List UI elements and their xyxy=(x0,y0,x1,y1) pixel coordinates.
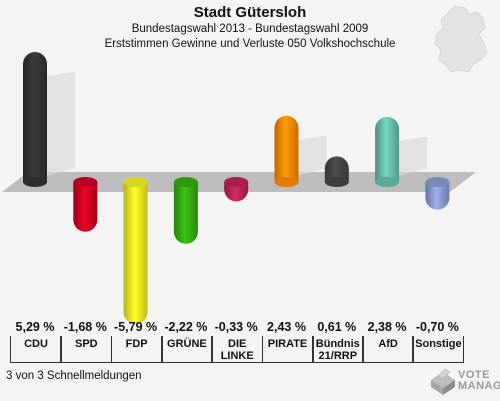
value-label: -1,68 % xyxy=(63,320,107,334)
bar-base xyxy=(23,177,47,187)
bar-base xyxy=(375,177,400,187)
bar-cap xyxy=(23,52,47,76)
bar-fdp xyxy=(123,177,148,324)
category-label: PIRATE xyxy=(261,336,314,363)
category-label-line-1: SPD xyxy=(74,338,98,350)
category-label: FDP xyxy=(110,336,163,363)
bar-body xyxy=(123,182,148,312)
bar-cap xyxy=(274,115,299,140)
value-label: 0,61 % xyxy=(317,320,357,334)
category-label: DIE LINKE xyxy=(211,336,264,363)
category-label-line-1: CDU xyxy=(24,338,48,350)
bar-shadow xyxy=(298,135,327,176)
bar-shadow xyxy=(47,71,75,176)
bar-base xyxy=(274,177,299,187)
value-labels: 5,29 % -1,68 % -5,79 % -2,22 % -0,33 % 2,43 %… xyxy=(0,320,500,340)
bar-base xyxy=(123,177,148,187)
category-label: CDU xyxy=(10,336,62,363)
bar-cap xyxy=(425,185,450,210)
category-label: Sonstige xyxy=(412,336,465,363)
bar-die-linke xyxy=(224,177,249,202)
chart-subtitle-2: Erststimmen Gewinne und Verluste 050 Vol… xyxy=(104,38,396,50)
chart-subtitle: Bundestagswahl 2013 - Bundestagswahl 200… xyxy=(131,23,369,35)
bar-gr-ne xyxy=(173,177,198,244)
category-label-line-1: Sonstige xyxy=(415,338,462,350)
bar-shadow xyxy=(399,136,428,176)
logo-line-1: VOTE xyxy=(458,369,490,381)
footer-text: 3 von 3 Schnellmeldungen xyxy=(6,370,142,382)
bar-sonstige xyxy=(425,177,450,210)
value-label: -2,22 % xyxy=(164,320,208,334)
bar-cap xyxy=(123,300,148,324)
value-label: 2,43 % xyxy=(267,320,306,334)
logo-text: VOTE MANAGER xyxy=(458,370,500,392)
category-label-line-1: AfD xyxy=(378,338,398,350)
value-label: -5,79 % xyxy=(114,320,158,334)
bar-base xyxy=(224,177,249,187)
category-label-line-1: DIE xyxy=(228,338,247,350)
bar-base xyxy=(173,177,198,187)
bar-spd xyxy=(73,177,98,232)
bar-base xyxy=(73,177,98,187)
chart-titles: Stadt Gütersloh Bundestagswahl 2013 - Bu… xyxy=(0,4,500,52)
bar-afd xyxy=(375,116,428,187)
bar-cap xyxy=(324,156,349,181)
bar-cap xyxy=(173,219,198,244)
bar-body xyxy=(23,64,47,182)
category-label-line-1: Bündnis xyxy=(315,338,360,350)
bar-base xyxy=(324,177,349,187)
category-label: SPD xyxy=(60,336,113,363)
category-label-line-1: GRÜNE xyxy=(167,338,207,350)
bar-cdu xyxy=(23,52,75,187)
category-label: GRÜNE xyxy=(160,336,213,363)
value-label: 2,38 % xyxy=(367,320,407,334)
logo-line-2: MANAGER xyxy=(458,380,500,392)
value-label: 5,29 % xyxy=(15,320,55,334)
value-label: -0,33 % xyxy=(214,320,258,334)
germany-map-icon xyxy=(434,5,488,73)
bar-b-ndnis-21-rrp xyxy=(324,156,349,187)
value-label: -0,70 % xyxy=(415,320,459,334)
bar-base xyxy=(425,177,450,187)
vote-manager-logo: VOTE MANAGER xyxy=(428,366,500,398)
ballot-box-icon xyxy=(431,368,455,395)
category-label-line-2: LINKE xyxy=(220,350,254,362)
category-labels: CDU SPD FDP GRÜNE DIE LINKE PIRATE Bündnis 21/RR… xyxy=(0,336,500,366)
bar-cap xyxy=(73,207,98,232)
bar-pirate xyxy=(274,115,327,187)
category-label-line-2: 21/RRP xyxy=(318,350,358,362)
category-label-line-1: PIRATE xyxy=(267,338,308,350)
category-label-line-1: FDP xyxy=(125,338,148,350)
category-label: AfD xyxy=(362,336,415,363)
category-label: Bündnis 21/RRP xyxy=(311,336,364,363)
chart-title: Stadt Gütersloh xyxy=(193,4,307,21)
bar-cap xyxy=(375,116,400,141)
